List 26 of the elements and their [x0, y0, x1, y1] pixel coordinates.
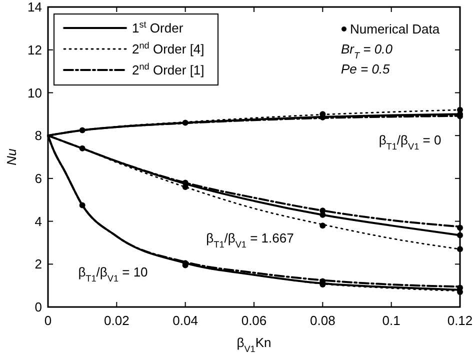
x-axis-title: β$_{V1}$Kn — [236, 335, 272, 354]
x-tick-label: 0.1 — [382, 313, 400, 328]
x-tick-label: 0.06 — [241, 313, 267, 328]
annotation: β$_{T1}$/β$_{V1}$ = 0 — [378, 132, 442, 152]
x-tick-label: 0.04 — [172, 313, 198, 328]
y-tick-label: 8 — [34, 128, 42, 144]
y-tick-label: 14 — [28, 0, 42, 15]
x-tick-label: 0 — [44, 313, 52, 328]
y-tick-label: 2 — [34, 256, 42, 272]
annotation: β$_{T1}$/β$_{V1}$ = 1.667 — [206, 230, 294, 250]
annotation: Pe = 0.5 — [341, 62, 391, 77]
x-tick-label: 0.08 — [310, 313, 336, 328]
annotation: β$_{T1}$/β$_{V1}$ = 10 — [78, 264, 148, 284]
y-tick-label: 0 — [34, 300, 42, 315]
annotation: Br$_{T}$ = 0.0 — [341, 42, 394, 61]
y-tick-label: 6 — [34, 170, 42, 186]
y-tick-label: 10 — [28, 85, 42, 100]
legend-label: 2$^{nd}$ Order [4] — [132, 40, 204, 57]
y-tick-label: 4 — [34, 214, 42, 229]
x-tick-label: 0.12 — [447, 313, 473, 328]
y-tick-label: 12 — [28, 42, 42, 58]
legend-label: Numerical Data — [350, 22, 440, 37]
legend-label: 2$^{nd}$ Order [1] — [132, 62, 204, 78]
y-axis-title: Nu — [4, 148, 19, 166]
x-tick-label: 0.02 — [104, 313, 130, 328]
legend-label: 1$^{st}$ Order — [132, 20, 184, 36]
